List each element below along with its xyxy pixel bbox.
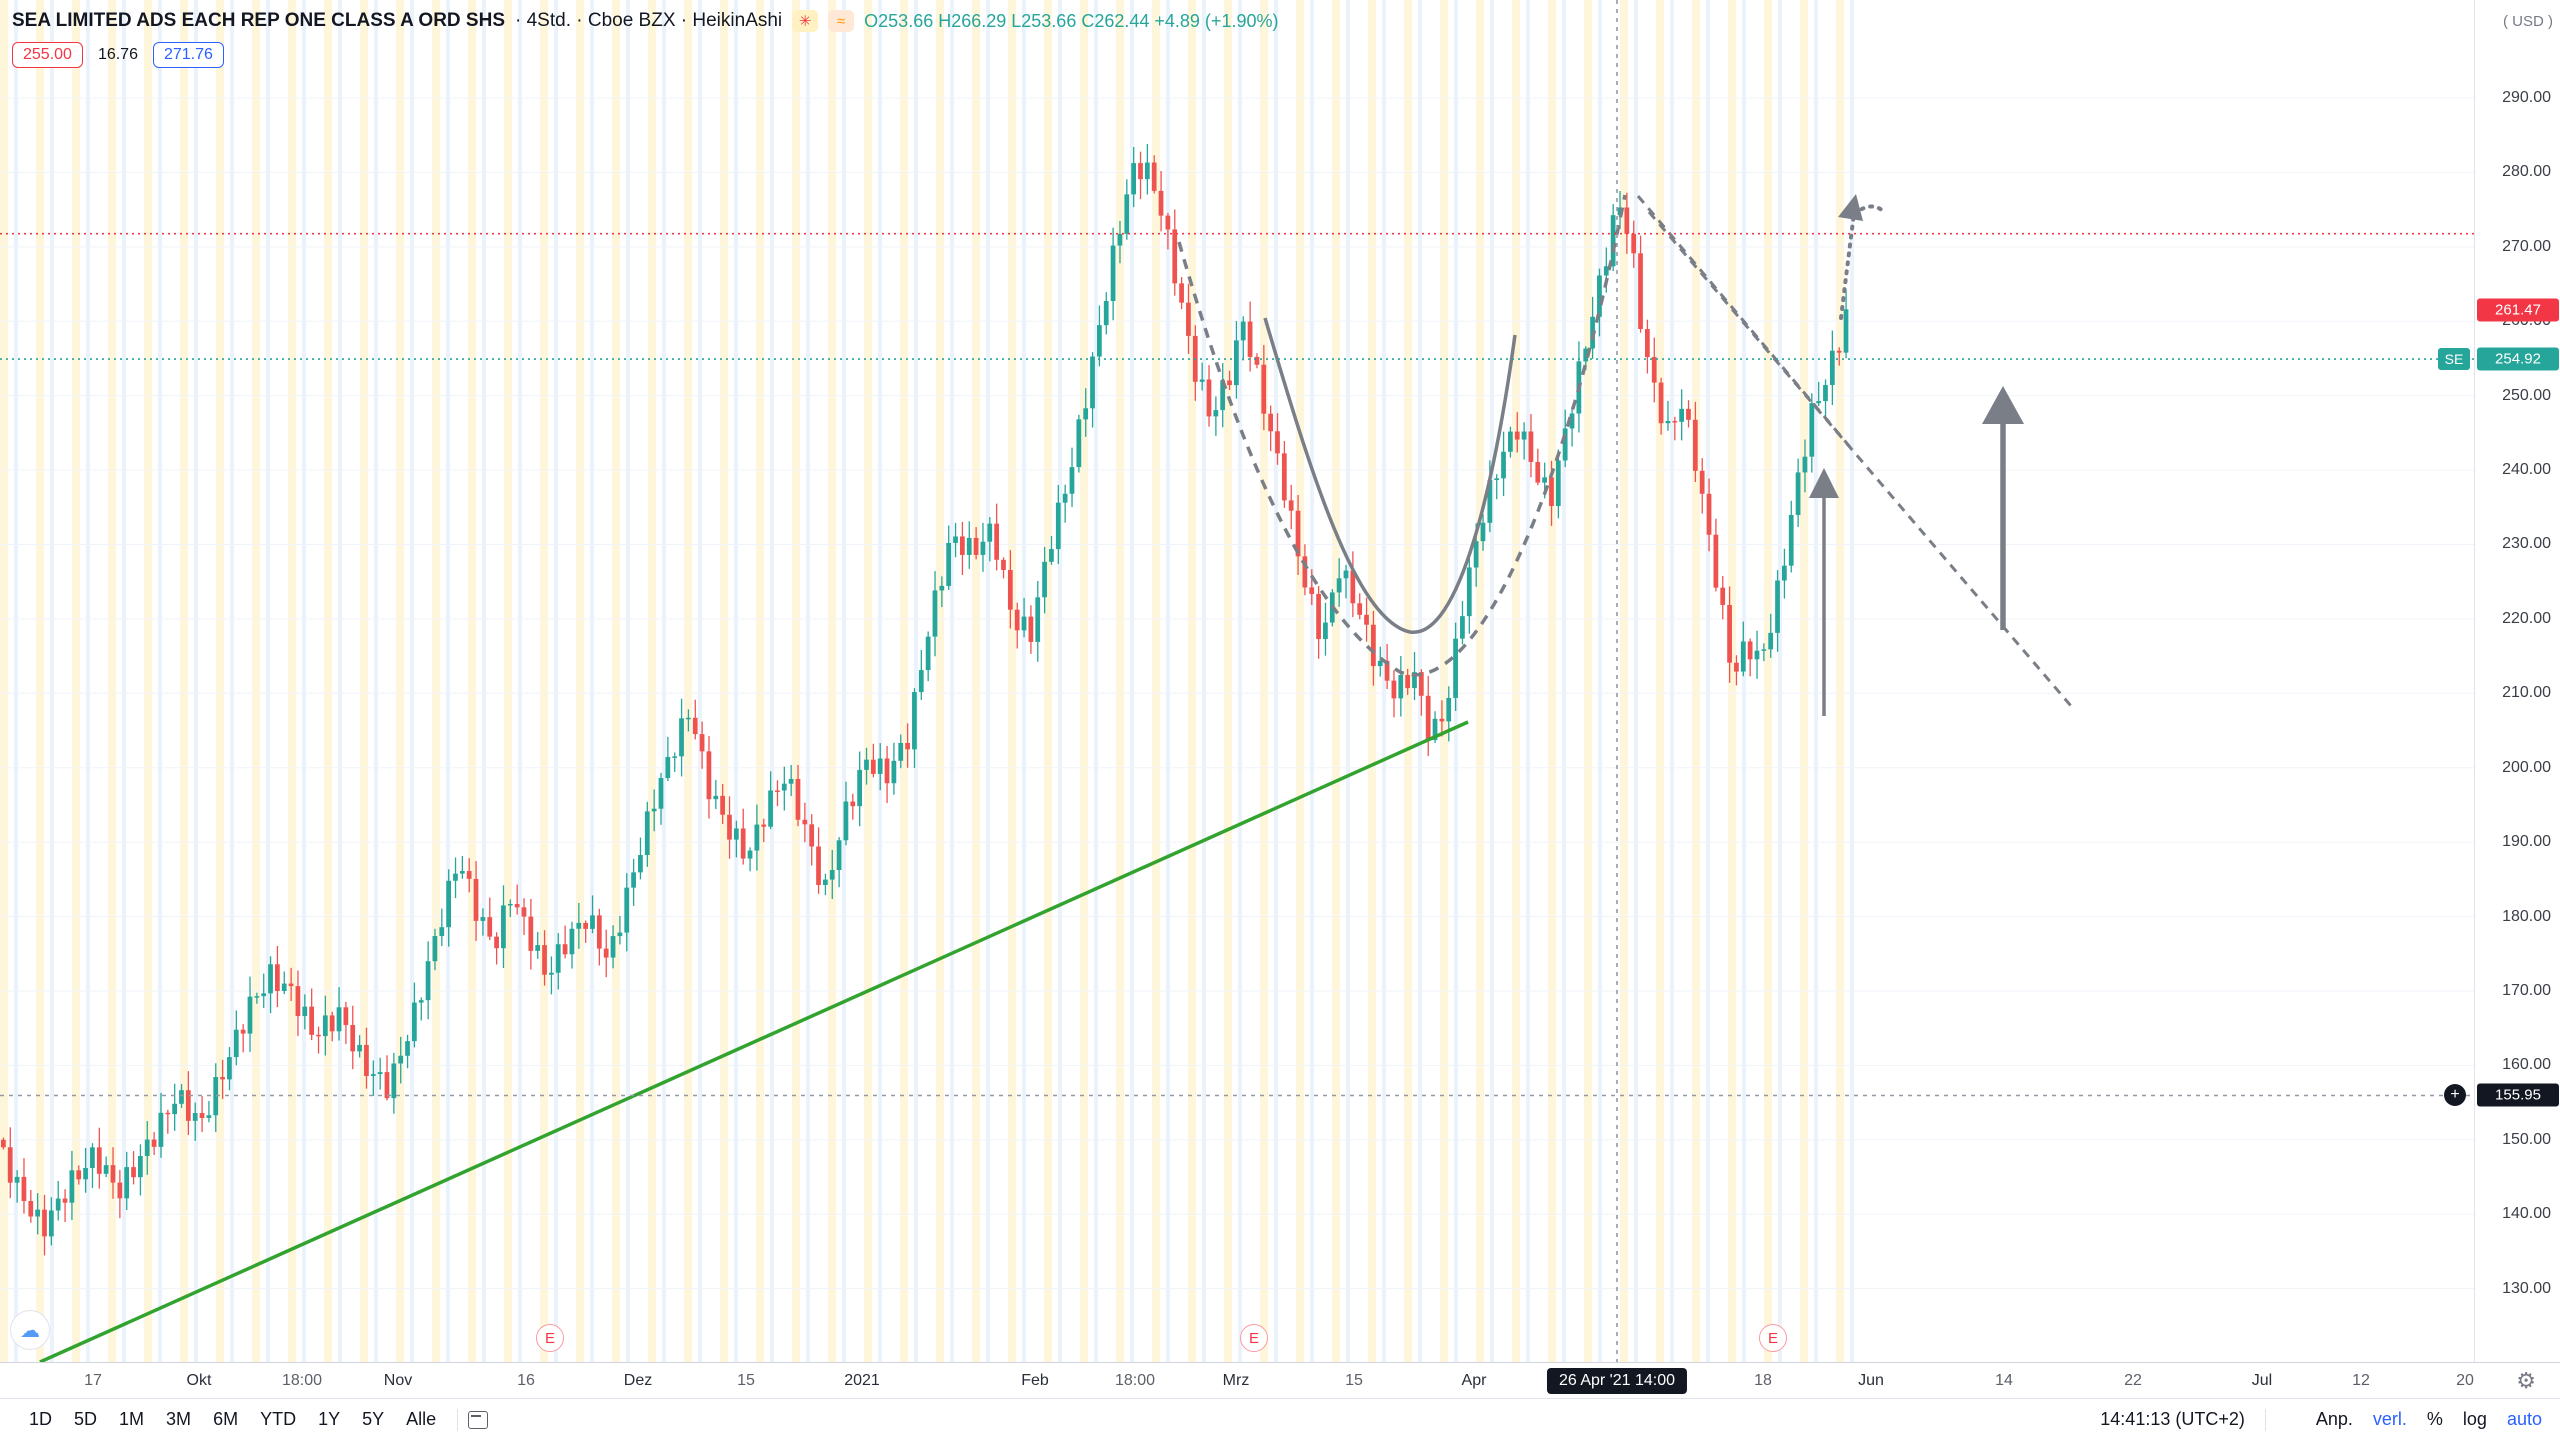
axis-mode-anp[interactable]: Anp. [2315,1409,2353,1429]
price-axis-label: 210.00 [2502,684,2551,702]
time-axis-label: 12 [2352,1372,2370,1389]
price-axis-label: 190.00 [2502,833,2551,851]
time-axis-label: Nov [383,1372,413,1389]
toolbar-divider [2264,1408,2266,1431]
time-axis-label: 20 [2456,1372,2474,1389]
target-level-label[interactable]: 271.76 [152,42,224,68]
time-axis-label: Apr [1461,1372,1487,1389]
axis-mode-%[interactable]: % [2426,1409,2443,1429]
price-axis-label: 230.00 [2502,535,2551,553]
range-switcher: 1D 5D 1M 3M 6M YTD 1Y 5Y Alle [18,1405,489,1434]
drawings-layer [1177,194,2073,716]
price-axis-label: 150.00 [2502,1130,2551,1148]
price-axis-label: 180.00 [2502,907,2551,925]
price-badge: 254.92 [2477,347,2559,371]
time-axis-label: Mrz [1222,1372,1250,1389]
time-axis-label: 22 [2124,1372,2142,1389]
price-axis-label: 270.00 [2502,237,2551,255]
chart-legend: SEA LIMITED ADS EACH REP ONE CLASS A ORD… [12,10,1278,68]
time-range-button[interactable]: 3M [166,1409,192,1429]
time-axis-label: 17 [84,1372,102,1389]
ohlc-readout: O253.66 H266.29 L253.66 C262.44 +4.89 (+… [864,10,1279,31]
time-axis-label: 18:00 [1114,1372,1156,1389]
price-axis-label: 240.00 [2502,461,2551,479]
price-axis-label: 290.00 [2502,89,2551,106]
distance-label: 16.76 [97,46,138,63]
time-range-button[interactable]: 1D [29,1409,53,1429]
time-axis-label: 15 [1345,1372,1363,1389]
time-range-button[interactable]: 1M [119,1409,145,1429]
time-axis-label: Okt [186,1372,212,1389]
earnings-marker[interactable]: E [1240,1324,1268,1352]
price-badge: 155.95 [2477,1083,2559,1107]
time-range-button[interactable]: 1Y [318,1409,341,1429]
time-axis[interactable]: 26 Apr '21 14:00 ⚙ 17 Okt 18:00 Nov 16 Dez 15 2… [0,1362,2560,1399]
approx-icon: ≈ [828,10,855,32]
time-axis-label: Jul [2251,1372,2273,1389]
trendline [39,720,1469,1362]
price-axis-label: 130.00 [2502,1279,2551,1297]
time-axis-label: 14 [1995,1372,2013,1389]
time-axis-label: 16 [517,1372,535,1389]
price-level-labels: 255.00 16.76 271.76 [12,42,1278,68]
clock-label[interactable]: 14:41:13 (UTC+2) [2100,1409,2245,1429]
time-range-button[interactable]: 5Y [362,1409,385,1429]
time-range-button[interactable]: Alle [406,1409,437,1429]
time-axis-label: Dez [623,1372,653,1389]
add-alert-plus-icon[interactable]: + [2444,1084,2466,1107]
price-axis-label: 280.00 [2502,163,2551,181]
time-axis-label: Feb [1021,1372,1049,1389]
time-axis-label: Jun [1858,1372,1884,1389]
price-axis-label: 200.00 [2502,758,2551,776]
axis-mode-log[interactable]: log [2462,1409,2487,1429]
time-range-button[interactable]: 6M [213,1409,239,1429]
alert-icon: ✳ [792,10,819,32]
time-axis-label: 18 [1754,1372,1772,1389]
axis-currency-label[interactable]: ( USD ) [2503,13,2553,30]
earnings-marker[interactable]: E [536,1324,564,1352]
symbol-subtitle[interactable]: · 4Std. · Cboe BZX · HeikinAshi [515,10,783,31]
candlestick-chart [0,0,2474,1362]
price-axis-label: 250.00 [2502,386,2551,404]
cloud-sync-button[interactable]: ☁ [10,1310,50,1350]
crosshair-time-badge: 26 Apr '21 14:00 [1546,1368,1688,1394]
toolbar-divider [457,1408,459,1431]
chart-area[interactable]: SEA LIMITED ADS EACH REP ONE CLASS A ORD… [0,0,2474,1362]
axis-mode-verl[interactable]: verl. [2372,1409,2407,1429]
price-axis[interactable]: ( USD ) 290.00280.00270.00260.00250.0024… [2474,0,2560,1362]
candlestick-series [1,143,1849,1256]
symbol-title[interactable]: SEA LIMITED ADS EACH REP ONE CLASS A ORD… [12,10,505,31]
earnings-marker[interactable]: E [1759,1324,1787,1352]
time-axis-label: 2021 [844,1372,880,1389]
symbol-price-tag: SE [2438,348,2470,371]
price-axis-label: 170.00 [2502,981,2551,999]
axis-mode-auto[interactable]: auto [2506,1409,2542,1429]
go-to-date-icon[interactable] [468,1410,489,1429]
price-badge: 261.47 [2477,298,2559,322]
time-range-button[interactable]: 5D [74,1409,98,1429]
price-axis-label: 160.00 [2502,1056,2551,1074]
bottom-toolbar: 1D 5D 1M 3M 6M YTD 1Y 5Y Alle 14:41:13 (UTC+2) A… [0,1398,2560,1440]
time-axis-label: 15 [737,1372,755,1389]
stop-level-label[interactable]: 255.00 [12,42,83,68]
time-axis-label: 18:00 [281,1372,323,1389]
price-axis-label: 140.00 [2502,1205,2551,1223]
settings-gear-icon[interactable]: ⚙ [2516,1368,2536,1393]
time-range-button[interactable]: YTD [260,1409,297,1429]
price-axis-label: 220.00 [2502,609,2551,627]
toolbar-right: 14:41:13 (UTC+2) Anp. verl.% log auto [2080,1408,2542,1431]
